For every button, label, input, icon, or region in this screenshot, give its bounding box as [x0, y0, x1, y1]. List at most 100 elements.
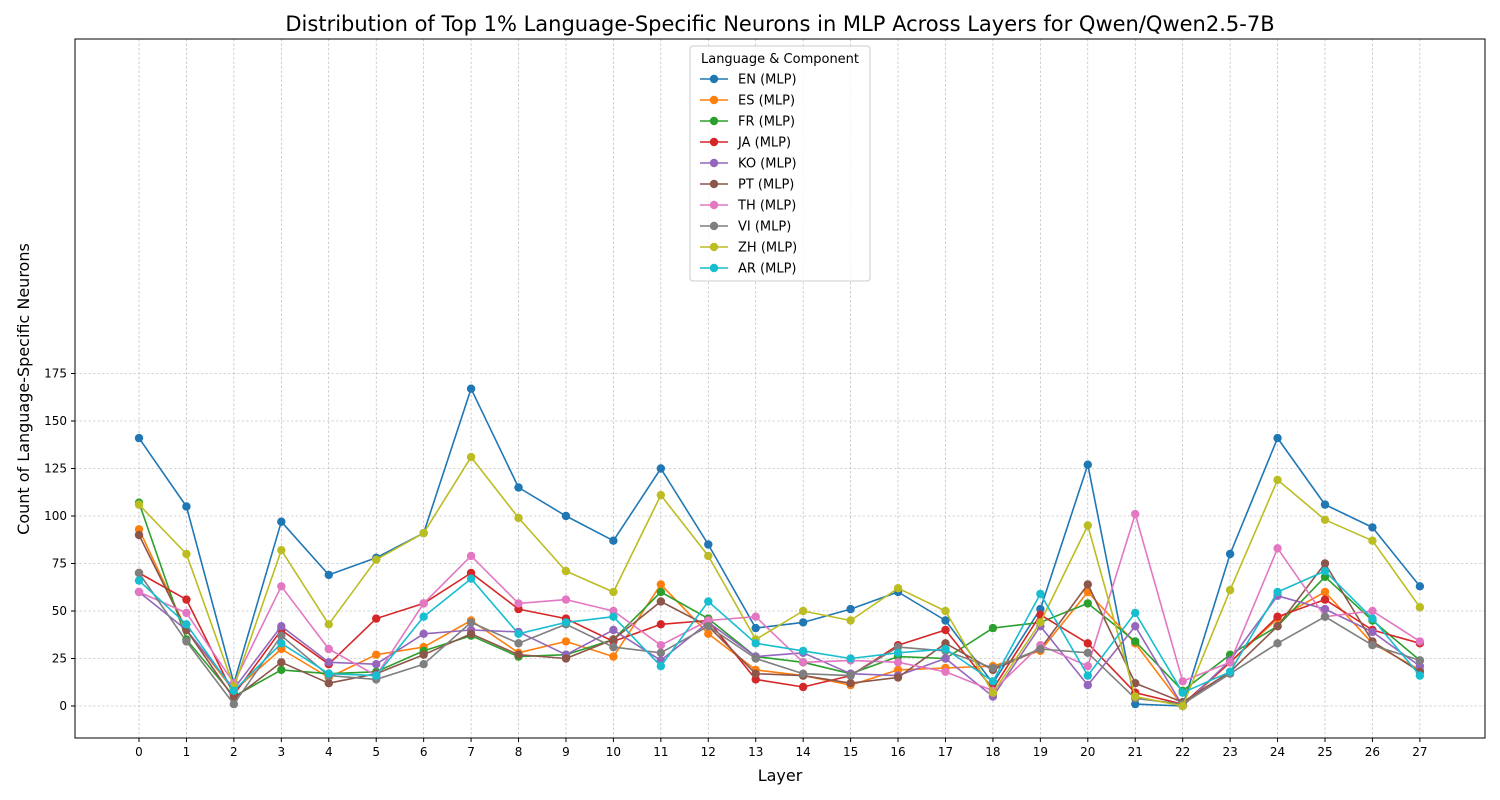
- data-point: [1083, 580, 1093, 589]
- data-point: [466, 629, 476, 638]
- x-tick-label: 0: [135, 745, 143, 759]
- data-point: [277, 631, 286, 640]
- data-point: [372, 660, 381, 669]
- data-point: [1083, 661, 1093, 671]
- x-tick-label: 24: [1270, 745, 1285, 759]
- data-point: [324, 620, 333, 629]
- x-tick-label: 9: [562, 745, 570, 759]
- x-tick-label: 5: [372, 745, 380, 759]
- data-point: [1273, 433, 1282, 443]
- legend-item: ZH (MLP): [700, 241, 797, 256]
- legend-items: EN (MLP) ES (MLP) FR (MLP) JA (MLP) KO (MLP)…: [700, 73, 797, 277]
- data-point: [1178, 688, 1187, 697]
- data-point: [704, 597, 713, 606]
- data-point: [372, 614, 381, 623]
- data-point: [182, 608, 191, 618]
- y-tick-label: 0: [59, 699, 67, 713]
- x-tick-label: 23: [1222, 745, 1237, 759]
- series-line: [138, 591, 1421, 707]
- legend-item: TH (MLP): [700, 199, 796, 214]
- data-point: [182, 637, 191, 646]
- data-point: [1225, 658, 1235, 667]
- legend-swatch-marker: [709, 74, 719, 84]
- data-point: [941, 606, 950, 616]
- x-tick-label: 25: [1317, 745, 1332, 759]
- data-point: [1320, 612, 1330, 621]
- data-point: [1368, 614, 1377, 623]
- data-point: [1320, 604, 1330, 614]
- legend-swatch-marker: [709, 116, 719, 126]
- x-tick-label: 4: [325, 745, 333, 759]
- data-point: [229, 686, 239, 695]
- data-point: [798, 669, 808, 678]
- data-point: [134, 576, 144, 585]
- data-point: [798, 606, 808, 616]
- data-point: [704, 551, 713, 561]
- legend-item: VI (MLP): [700, 220, 791, 235]
- x-tick-label: 13: [748, 745, 763, 759]
- data-point: [751, 623, 760, 633]
- data-point: [751, 639, 760, 648]
- legend-item: FR (MLP): [700, 115, 795, 130]
- legend-label: TH (MLP): [737, 199, 796, 214]
- data-point: [277, 622, 286, 631]
- data-point: [1178, 701, 1187, 711]
- data-point: [846, 616, 855, 625]
- data-point: [798, 682, 808, 692]
- data-point: [609, 536, 618, 545]
- data-point: [846, 679, 855, 688]
- data-point: [182, 620, 191, 629]
- x-tick-label: 3: [277, 745, 285, 759]
- data-point: [1225, 549, 1235, 559]
- x-tick-label: 6: [420, 745, 428, 759]
- data-point: [1320, 559, 1330, 568]
- data-point: [561, 595, 571, 604]
- x-tick-label: 11: [653, 745, 668, 759]
- data-point: [1415, 671, 1425, 680]
- data-point: [419, 528, 428, 538]
- data-point: [1273, 622, 1282, 631]
- x-tick-label: 16: [890, 745, 905, 759]
- x-tick-label: 12: [701, 745, 716, 759]
- data-point: [798, 618, 808, 627]
- data-point: [656, 490, 666, 500]
- data-point: [419, 629, 428, 638]
- data-point: [1036, 644, 1045, 654]
- data-point: [798, 658, 808, 667]
- data-point: [419, 660, 428, 669]
- data-point: [893, 658, 903, 667]
- data-point: [1320, 500, 1330, 509]
- x-tick-label: 14: [796, 745, 811, 759]
- data-point: [324, 669, 333, 678]
- data-point: [372, 555, 381, 564]
- data-point: [1415, 656, 1425, 665]
- data-point: [419, 599, 428, 608]
- data-point: [1083, 648, 1093, 657]
- legend-label: VI (MLP): [738, 220, 791, 235]
- data-point: [1415, 582, 1425, 591]
- data-point: [1131, 679, 1140, 688]
- legend-item: EN (MLP): [700, 73, 797, 88]
- data-point: [277, 546, 286, 555]
- data-point: [1131, 692, 1140, 701]
- data-point: [1368, 523, 1377, 532]
- data-point: [609, 635, 618, 644]
- data-point: [1273, 587, 1282, 597]
- data-point: [277, 639, 286, 648]
- data-point: [1131, 637, 1140, 646]
- legend-title: Language & Component: [701, 52, 859, 67]
- legend-item: PT (MLP): [700, 178, 794, 193]
- data-point: [1083, 460, 1093, 469]
- series-ar: [134, 566, 1425, 697]
- data-point: [1368, 641, 1377, 650]
- data-point: [1368, 536, 1377, 545]
- data-point: [751, 669, 760, 678]
- data-point: [656, 464, 666, 473]
- data-point: [1368, 606, 1377, 616]
- x-tick-label: 1: [183, 745, 191, 759]
- y-tick-label: 75: [52, 557, 67, 571]
- legend-label: PT (MLP): [738, 178, 794, 193]
- series-line: [138, 572, 1421, 705]
- data-point: [134, 587, 144, 597]
